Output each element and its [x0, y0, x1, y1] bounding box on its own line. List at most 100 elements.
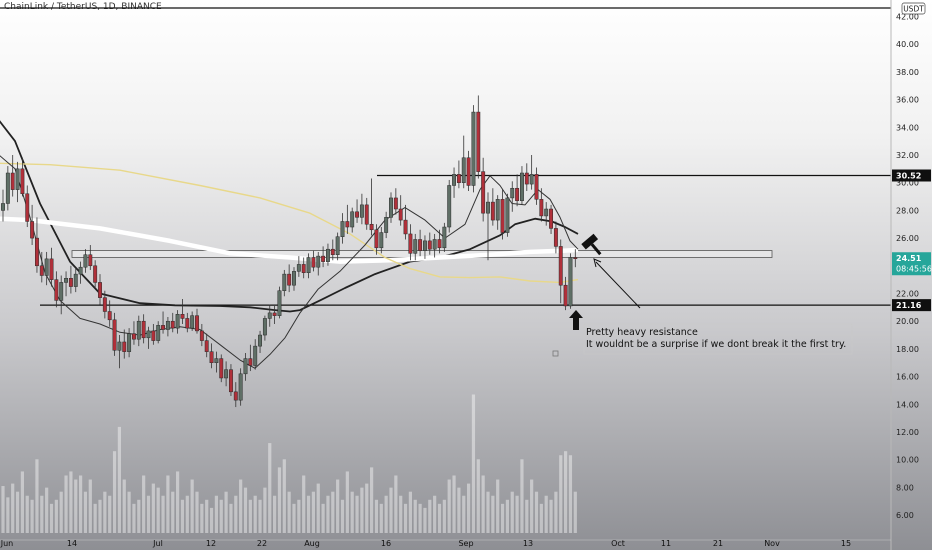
volume-bar [166, 475, 170, 533]
candle [224, 361, 229, 387]
candle-body [170, 320, 175, 329]
volume-bar [35, 459, 39, 533]
candle [447, 179, 452, 233]
moving-average-1 [0, 120, 579, 313]
candle-body [15, 168, 20, 190]
candle-body [44, 258, 49, 276]
candle-body [413, 239, 418, 254]
candle [204, 333, 209, 358]
candle [481, 157, 486, 222]
candle [190, 311, 195, 331]
candle-body [379, 232, 384, 249]
candle-body [165, 320, 170, 330]
candle [1, 189, 5, 222]
candle-body [495, 199, 500, 221]
annotation-line-2: It wouldnt be a surprise if we dont brea… [586, 339, 847, 350]
candle [379, 227, 384, 254]
candle-body [369, 224, 374, 231]
candle [170, 312, 175, 333]
volume-bar [467, 483, 471, 533]
volume-bar [399, 495, 403, 533]
candle [78, 261, 83, 284]
volume-bar [302, 475, 306, 533]
annotation-arrow-line [595, 261, 641, 309]
volume-bar [243, 487, 248, 533]
currency-badge[interactable]: USDT [901, 2, 926, 15]
candle [505, 193, 510, 237]
price-level-label: 30.52 [896, 171, 921, 180]
candle-body [393, 197, 398, 210]
volume-bar [268, 443, 272, 533]
candle-body [447, 185, 452, 228]
candle-body [476, 111, 481, 172]
volume-bar [360, 487, 364, 533]
price-level-box [892, 299, 931, 312]
candle [233, 382, 238, 408]
volume-bar [379, 503, 383, 533]
candle-body [54, 279, 59, 301]
x-tick-label: Jun [0, 539, 13, 548]
candle-body [190, 315, 195, 329]
y-tick-label: 14.00 [896, 400, 919, 409]
candle [350, 207, 355, 233]
candle-body [98, 282, 102, 298]
candle-body [204, 340, 209, 352]
candle [253, 339, 258, 370]
volume-bar [15, 491, 20, 533]
moving-averages [0, 120, 579, 369]
candle-body [25, 193, 30, 222]
candle-body [539, 199, 544, 217]
candle-body [500, 199, 505, 233]
candle [98, 274, 102, 305]
volume-bar [185, 495, 189, 533]
price-labels: 30.52 24.51 08:45:56 21.16 [892, 169, 932, 312]
candle-body [78, 266, 83, 275]
candle [384, 211, 389, 239]
x-tick-label: 21 [713, 539, 723, 548]
candle [156, 321, 161, 344]
candle [20, 157, 25, 197]
candle [49, 247, 54, 287]
candle [466, 150, 471, 192]
volume-bar [306, 495, 311, 533]
candle [520, 166, 524, 205]
candle-body [418, 239, 423, 251]
volume-bar [394, 475, 398, 533]
x-tick-label: 13 [523, 539, 533, 548]
x-tick-label: 12 [206, 539, 216, 548]
volume-bar [127, 491, 131, 533]
candle [335, 232, 340, 261]
candle-body [427, 240, 432, 250]
y-tick-label: 28.00 [896, 206, 919, 215]
candle-body [524, 172, 529, 185]
volume-bar [559, 455, 563, 533]
volume-bar [573, 491, 577, 533]
candle [262, 315, 267, 341]
candle [369, 178, 374, 236]
candle-body [359, 204, 364, 218]
candle-body [214, 358, 219, 364]
volume-bar [93, 503, 97, 533]
volume-bar [345, 471, 349, 533]
candle [117, 335, 122, 369]
candle-body [180, 314, 185, 319]
candle-body [432, 239, 437, 250]
candle-body [515, 187, 520, 201]
candle [321, 246, 326, 268]
candle [515, 174, 520, 207]
candle-body [510, 187, 515, 199]
y-tick-label: 10.00 [896, 456, 919, 465]
x-tick-label: Aug [304, 539, 320, 548]
candle-body [272, 312, 277, 316]
candle-body [282, 273, 287, 291]
candle-body [490, 201, 495, 221]
volume-bar [554, 491, 558, 533]
candle [558, 239, 563, 304]
candle [364, 197, 369, 230]
volume-bar [462, 495, 466, 533]
volume-bar [321, 503, 325, 533]
volume-bar [229, 503, 233, 533]
drawing-handle[interactable] [552, 350, 559, 357]
volume-bar [486, 491, 490, 533]
